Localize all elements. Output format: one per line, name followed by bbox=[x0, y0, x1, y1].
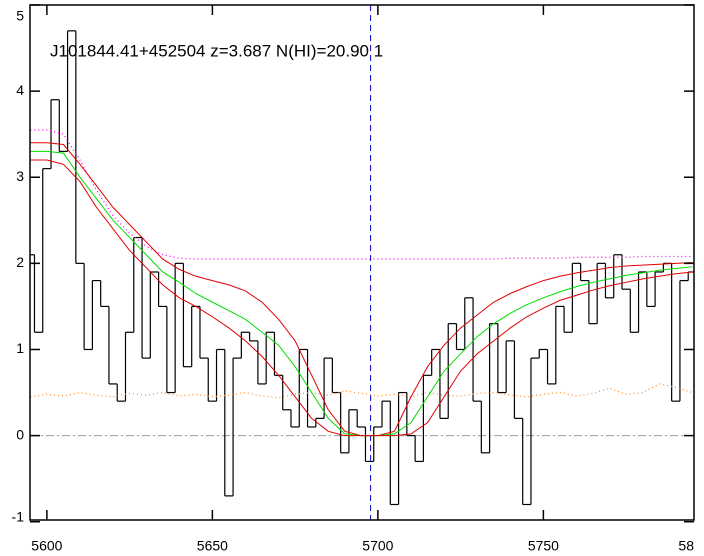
y-tick-label: -1 bbox=[12, 509, 25, 525]
annotation: J101844.41+452504 z=3.687 N(HI)=20.90 1 bbox=[50, 41, 383, 60]
y-tick-label: 2 bbox=[16, 254, 24, 270]
x-tick-label: 58 bbox=[678, 538, 694, 554]
plot-frame bbox=[29, 4, 695, 521]
y-tick-label: 3 bbox=[16, 168, 24, 184]
y-tick-label: 5 bbox=[16, 8, 24, 24]
y-tick-label: 1 bbox=[16, 340, 24, 356]
x-tick-label: 5600 bbox=[31, 538, 62, 554]
dotted-curve bbox=[30, 383, 693, 399]
y-tick-label: 4 bbox=[16, 82, 24, 98]
x-tick-label: 5650 bbox=[197, 538, 228, 554]
y-tick-label: 0 bbox=[16, 426, 24, 442]
x-tick-label: 5700 bbox=[362, 538, 393, 554]
axes: 5600 5650 5700 5750 58 -1 0 1 2 3 4 5 bbox=[12, 4, 695, 554]
dotted-curve bbox=[30, 129, 693, 260]
model-curve bbox=[30, 142, 693, 437]
model-curve bbox=[30, 159, 693, 437]
plot-area bbox=[30, 5, 694, 520]
x-tick-label: 5750 bbox=[528, 538, 559, 554]
